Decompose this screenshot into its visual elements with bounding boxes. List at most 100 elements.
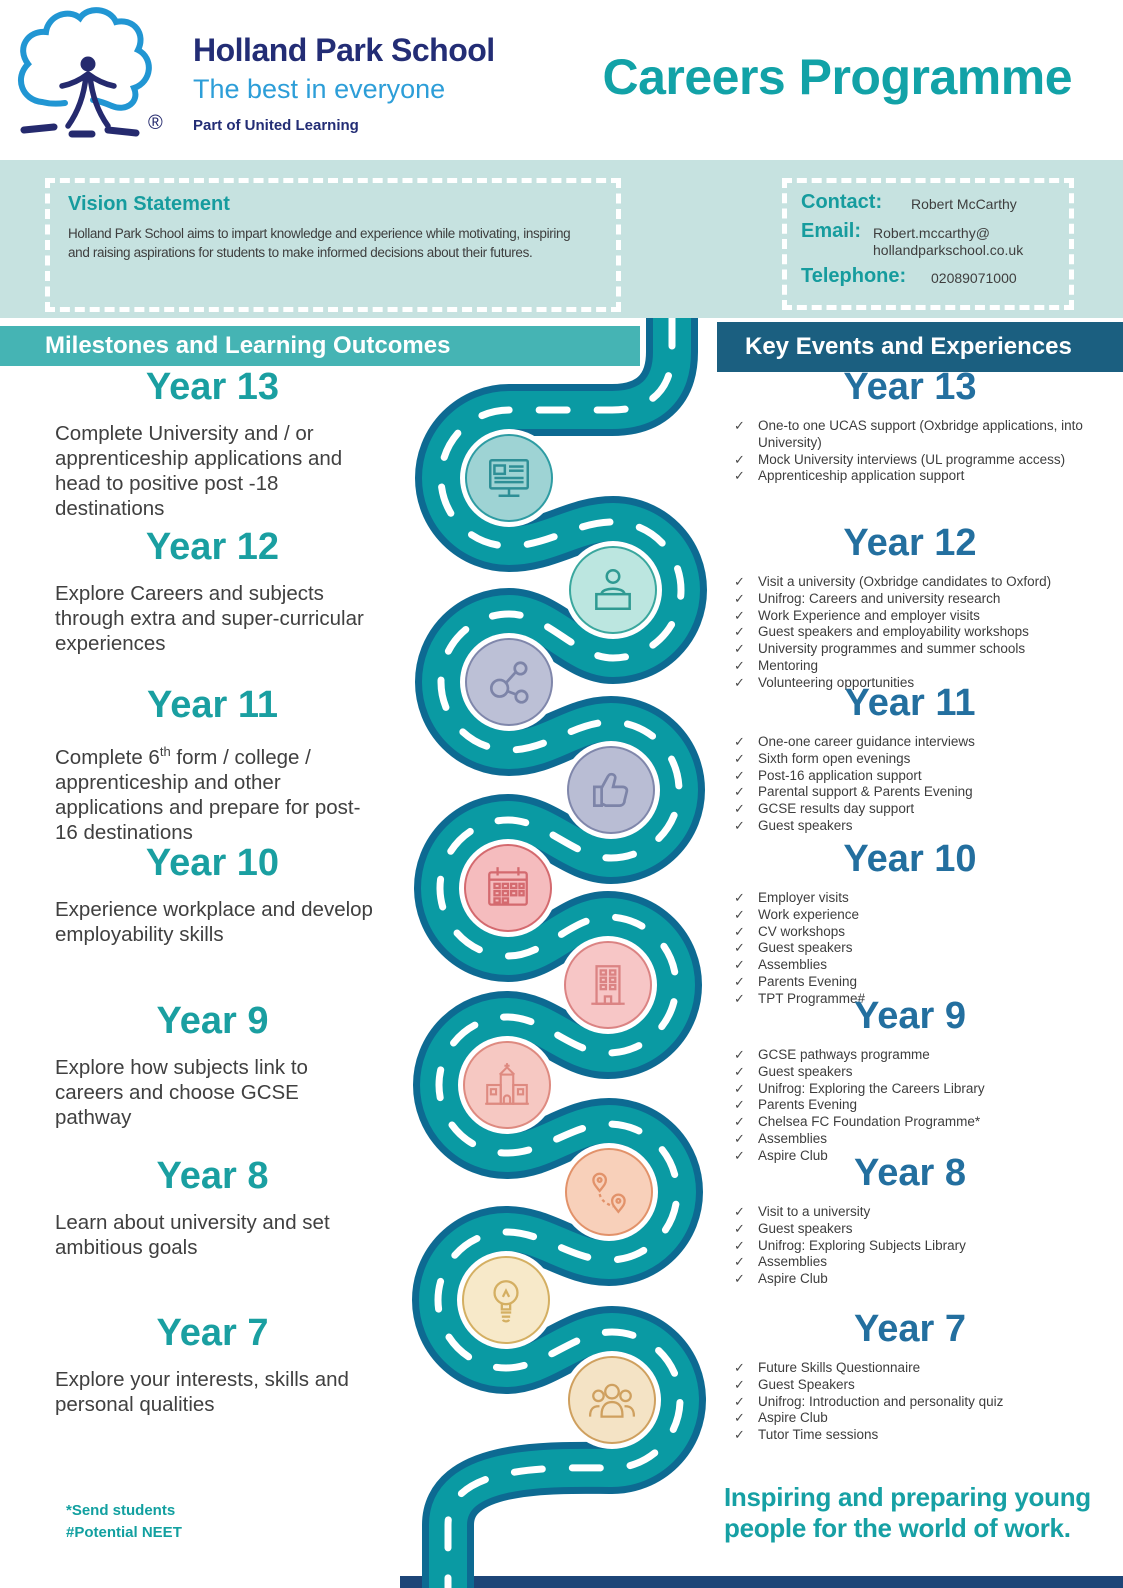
events-year-7-title: Year 7	[854, 1308, 966, 1350]
check-icon: ✓	[734, 1393, 745, 1409]
school-name: Holland Park School	[193, 32, 495, 68]
footnote-send-students: *Send students	[66, 1502, 176, 1519]
milestone-year-9-body: Explore how subjects link to careers and…	[55, 1056, 308, 1129]
milestone-year-13: Year 13 Complete University and / or app…	[0, 366, 425, 521]
building-icon	[564, 941, 652, 1029]
list-item: ✓ Work experience	[734, 906, 860, 922]
share-icon	[465, 638, 553, 726]
contact-row: Contact: Robert McCarthy	[801, 191, 1069, 214]
list-item: ✓ GCSE pathways programme	[734, 1047, 930, 1062]
check-icon: ✓	[734, 973, 745, 989]
milestone-year-13-title: Year 13	[145, 366, 280, 408]
events-year-11-title: Year 11	[844, 682, 976, 724]
list-item: ✓ Guest speakers	[734, 940, 853, 956]
check-icon: ✓	[734, 468, 745, 484]
list-item: ✓ Post-16 application support	[734, 767, 922, 783]
list-item: ✓ Apprenticeship application support	[734, 468, 965, 484]
events-year-8-list: ✓ Visit to a university ✓ Guest speakers ✓ Un…	[720, 1204, 1100, 1288]
check-icon: ✓	[734, 624, 745, 640]
list-item: ✓ Visit to a university	[734, 1204, 871, 1219]
telephone-value: 02089071000	[931, 270, 1017, 286]
check-icon: ✓	[734, 607, 745, 623]
milestone-year-10-title: Year 10	[145, 842, 280, 884]
check-icon: ✓	[734, 1097, 745, 1113]
check-icon: ✓	[734, 674, 745, 690]
check-icon: ✓	[734, 1237, 745, 1253]
check-icon: ✓	[734, 1147, 745, 1163]
school-subtitle: Part of United Learning	[193, 117, 359, 134]
key-events-header-label: Key Events and Experiences	[745, 333, 1072, 360]
list-item: ✓ Work Experience and employer visits	[734, 607, 980, 623]
list-item: ✓ Sixth form open evenings	[734, 750, 911, 766]
list-item: ✓ Guest speakers and employability worksh…	[734, 624, 1029, 640]
milestone-year-8: Year 8 Learn about university and set am…	[0, 1155, 425, 1260]
calendar-icon	[464, 844, 552, 932]
check-icon: ✓	[734, 750, 745, 766]
people-group-icon	[568, 1356, 656, 1444]
milestone-year-7-body: Explore your interests, skills and perso…	[55, 1368, 349, 1416]
page-title: Careers Programme	[602, 49, 1072, 105]
milestone-year-11-title: Year 11	[146, 684, 279, 726]
check-icon: ✓	[734, 923, 745, 939]
check-icon: ✓	[734, 801, 745, 817]
events-year-10: Year 10 ✓ Employer visits ✓ Work experience…	[720, 838, 1100, 1008]
contact-box: Contact: Robert McCarthy Email: Robert.m…	[782, 178, 1074, 310]
list-item: ✓ Parents Evening	[734, 973, 858, 989]
thumbs-up-icon	[567, 746, 655, 834]
events-year-9: Year 9 ✓ GCSE pathways programme ✓ Guest sp…	[720, 995, 1100, 1165]
list-item: ✓ Mock University interviews (UL programm…	[734, 451, 1066, 467]
email-value: Robert.mccarthy@ hollandparkschool.co.uk	[873, 225, 1024, 258]
check-icon: ✓	[734, 817, 745, 833]
school-logo-text: Holland Park School The best in everyone…	[193, 32, 495, 134]
tree-logo-icon	[18, 7, 152, 138]
milestone-year-13-body: Complete University and / or apprentices…	[55, 422, 343, 520]
events-year-13-title: Year 13	[843, 366, 977, 408]
list-item: ✓ Unifrog: Exploring the Careers Library	[734, 1080, 985, 1096]
events-year-12-list: ✓ Visit a university (Oxbridge candidates…	[720, 574, 1100, 692]
check-icon: ✓	[734, 1254, 745, 1270]
list-item: ✓ CV workshops	[734, 923, 846, 939]
list-item: ✓ One-one career guidance interviews	[734, 734, 975, 749]
check-icon: ✓	[734, 1271, 745, 1287]
list-item: ✓ TPT Programme#	[734, 990, 866, 1006]
milestone-year-11: Year 11 Complete 6th form / college / ap…	[0, 684, 425, 845]
check-icon: ✓	[734, 957, 745, 973]
check-icon: ✓	[734, 451, 745, 467]
events-year-8-title: Year 8	[854, 1152, 966, 1194]
milestone-year-12-body: Explore Careers and subjects through ext…	[55, 582, 364, 655]
list-item: ✓ Future Skills Questionnaire	[734, 1360, 921, 1375]
events-year-13: Year 13 ✓ One-to one UCAS support (Oxbrid…	[720, 366, 1100, 485]
check-icon: ✓	[734, 1130, 745, 1146]
list-item: ✓ Assemblies	[734, 957, 828, 973]
events-year-13-list: ✓ One-to one UCAS support (Oxbridge appli…	[720, 418, 1100, 485]
map-route-icon	[565, 1148, 653, 1236]
email-row: Email: Robert.mccarthy@ hollandparkschool…	[801, 220, 1069, 259]
list-item: ✓ Unifrog: Introduction and personality q…	[734, 1393, 1004, 1409]
monitor-icon	[465, 434, 553, 522]
list-item: ✓ Assemblies	[734, 1254, 828, 1270]
list-item: ✓ GCSE results day support	[734, 801, 915, 817]
email-label: Email:	[801, 220, 862, 242]
check-icon: ✓	[734, 1410, 745, 1426]
check-icon: ✓	[734, 890, 745, 905]
milestone-year-8-body: Learn about university and set ambitious…	[55, 1211, 330, 1259]
list-item: ✓ University programmes and summer school…	[734, 641, 1026, 657]
events-year-12-title: Year 12	[843, 522, 977, 564]
list-item: ✓ Guest speakers	[734, 1063, 853, 1079]
list-item: ✓ Unifrog: Careers and university researc…	[734, 590, 1001, 606]
events-year-10-title: Year 10	[843, 838, 977, 880]
milestone-year-10-body: Experience workplace and develop employa…	[55, 898, 373, 946]
school-tagline: The best in everyone	[193, 74, 446, 104]
list-item: ✓ Guest speakers	[734, 817, 853, 833]
list-item: ✓ Aspire Club	[734, 1271, 828, 1287]
list-item: ✓ Aspire Club	[734, 1410, 828, 1426]
list-item: ✓ Chelsea FC Foundation Programme*	[734, 1114, 981, 1130]
key-events-header-bar: Key Events and Experiences	[717, 322, 1123, 372]
tagline: Inspiring and preparing young people for…	[724, 1482, 1091, 1543]
check-icon: ✓	[734, 418, 745, 433]
events-year-9-title: Year 9	[854, 995, 966, 1037]
registered-mark: ®	[148, 112, 163, 134]
list-item: ✓ Guest speakers	[734, 1220, 853, 1236]
milestones-header-label: Milestones and Learning Outcomes	[45, 332, 451, 359]
